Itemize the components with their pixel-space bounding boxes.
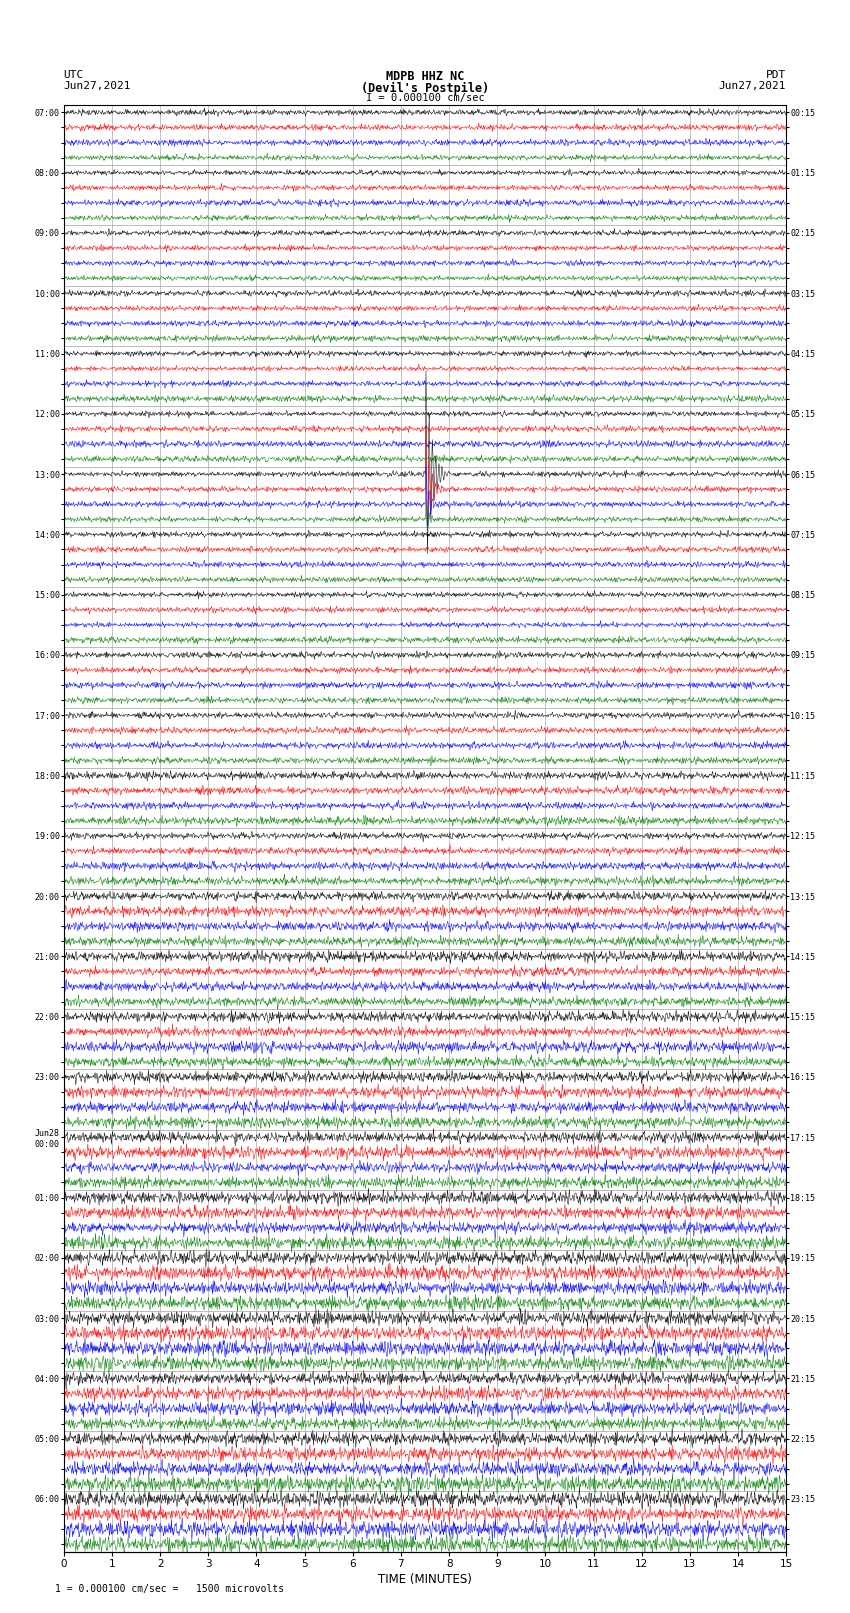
Text: (Devil's Postpile): (Devil's Postpile) xyxy=(361,82,489,95)
Text: I = 0.000100 cm/sec: I = 0.000100 cm/sec xyxy=(366,92,484,103)
Text: Jun27,2021: Jun27,2021 xyxy=(719,82,786,92)
Text: 1 = 0.000100 cm/sec =   1500 microvolts: 1 = 0.000100 cm/sec = 1500 microvolts xyxy=(55,1584,285,1594)
Text: PDT: PDT xyxy=(766,71,786,81)
X-axis label: TIME (MINUTES): TIME (MINUTES) xyxy=(378,1573,472,1586)
Text: MDPB HHZ NC: MDPB HHZ NC xyxy=(386,71,464,84)
Text: UTC: UTC xyxy=(64,71,84,81)
Text: Jun27,2021: Jun27,2021 xyxy=(64,82,131,92)
